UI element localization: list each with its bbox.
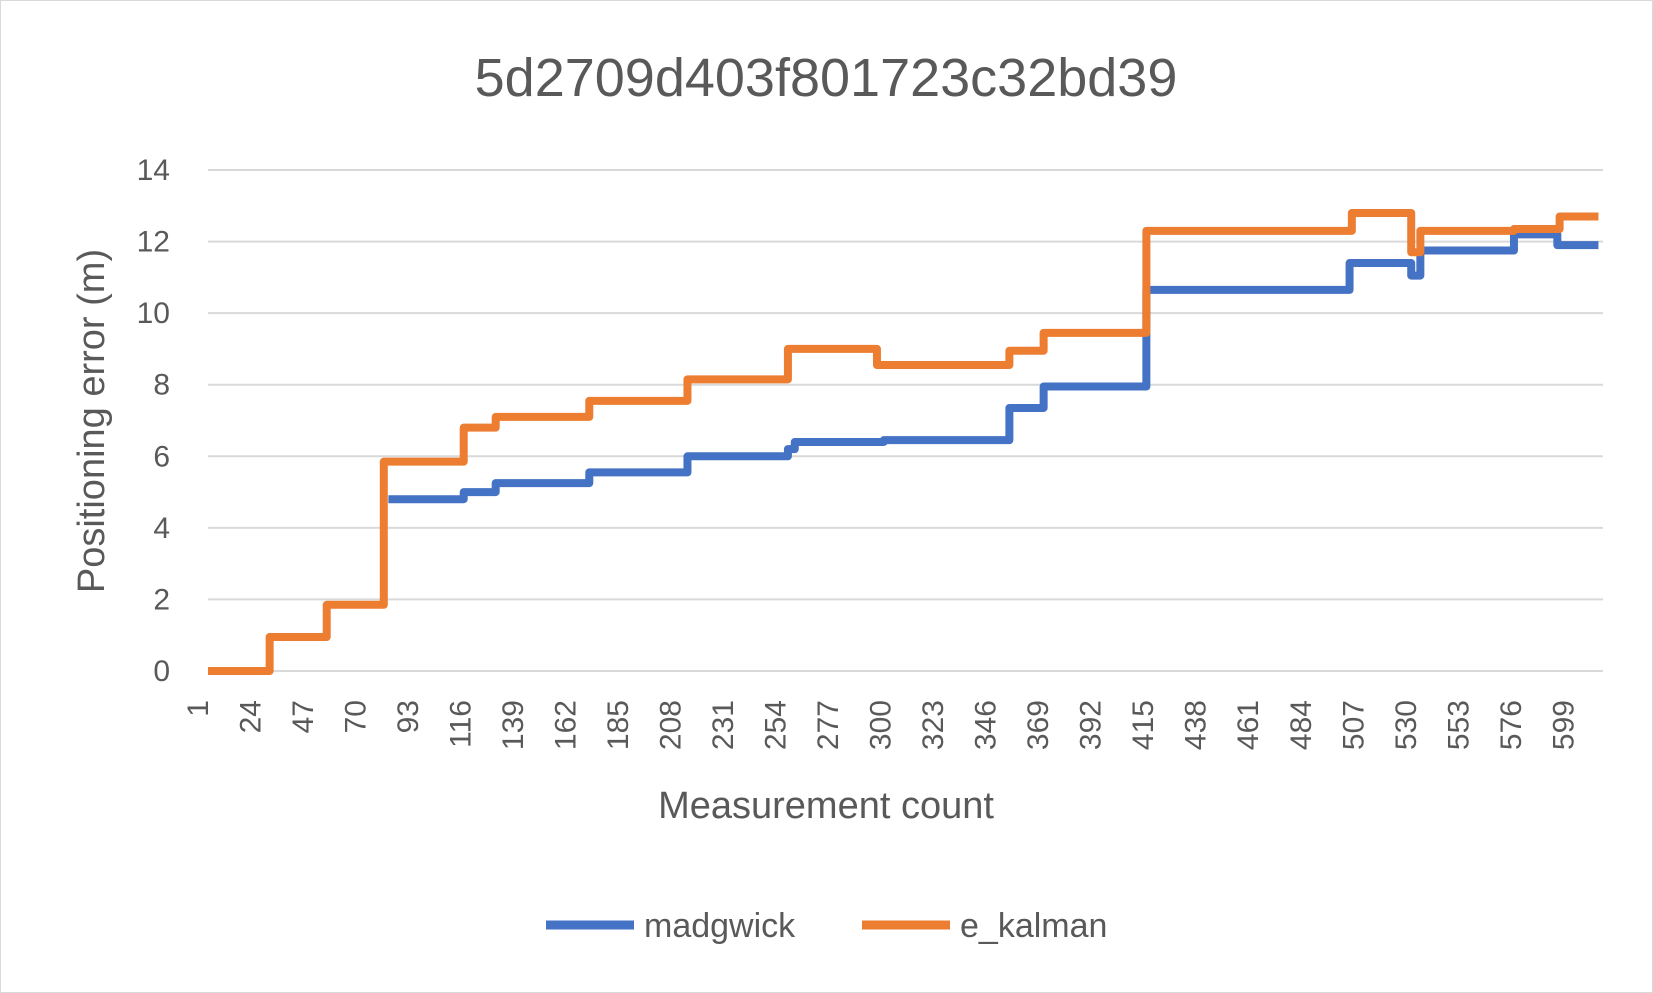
x-tick-label: 369 [1022,700,1055,750]
x-tick-label: 24 [235,700,268,733]
x-tick-label: 507 [1337,700,1370,750]
y-tick-label: 10 [137,297,170,330]
y-axis-title: Positioning error (m) [71,249,113,593]
x-tick-label: 300 [865,700,898,750]
x-tick-label: 162 [550,700,583,750]
y-tick-label: 6 [153,440,170,473]
x-tick-label: 530 [1390,700,1423,750]
x-tick-label: 277 [812,700,845,750]
y-tick-label: 8 [153,369,170,402]
x-tick-label: 392 [1075,700,1108,750]
x-tick-labels: 1 24 47 70 93 116 139 162 185 208 231 254 277 300 323 3… [182,700,1580,750]
x-tick-label: 47 [287,700,320,733]
x-tick-label: 599 [1547,700,1580,750]
x-tick-label: 254 [760,700,793,750]
y-tick-label: 2 [153,583,170,616]
x-tick-label: 346 [970,700,1003,750]
x-tick-label: 1 [182,700,215,717]
series-layer [208,208,1599,675]
x-tick-label: 231 [707,700,740,750]
x-tick-label: 415 [1127,700,1160,750]
x-tick-label: 438 [1180,700,1213,750]
y-tick-label: 0 [153,655,170,688]
y-tick-label: 4 [153,512,170,545]
legend-label-e-kalman: e_kalman [960,907,1107,945]
legend: madgwick e_kalman [546,907,1107,945]
x-tick-label: 116 [445,700,478,748]
y-tick-labels: 0 2 4 6 8 10 12 14 [137,154,170,688]
x-tick-label: 93 [392,700,425,733]
x-tick-label: 576 [1495,700,1528,750]
y-tick-label: 12 [137,226,170,259]
x-axis-title: Measurement count [658,785,994,827]
x-tick-label: 323 [917,700,950,750]
y-tick-label: 14 [137,154,170,187]
x-tick-label: 208 [655,700,688,750]
legend-label-madgwick: madgwick [644,907,796,945]
chart-title: 5d2709d403f801723c32bd39 [475,48,1178,108]
x-tick-label: 484 [1285,700,1318,750]
x-tick-label: 70 [340,700,373,733]
grid-lines [208,169,1603,672]
x-tick-label: 553 [1442,700,1475,750]
x-tick-label: 185 [602,700,635,750]
x-tick-label: 461 [1232,700,1265,750]
series-line-e-kalman [208,208,1599,675]
x-tick-label: 139 [497,700,530,750]
